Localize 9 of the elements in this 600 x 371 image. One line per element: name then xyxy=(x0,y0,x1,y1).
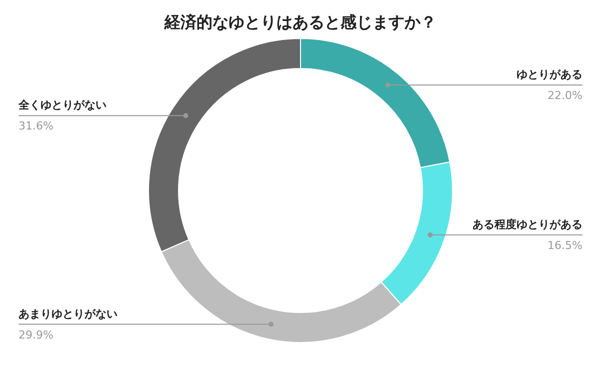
slice-label: 全くゆとりがない xyxy=(18,98,106,112)
data-label: 16.5% xyxy=(548,238,583,252)
data-label: 29.9% xyxy=(18,328,54,342)
slice-label: ゆとりがある xyxy=(516,68,582,81)
data-label: 22.0% xyxy=(548,88,583,102)
chart-title: 経済的なゆとりはあると感じますか？ xyxy=(164,12,436,32)
data-label: 31.6% xyxy=(18,120,54,133)
slice-label: あまりゆとりがない xyxy=(18,307,118,320)
slice-label: ある程度ゆとりがある xyxy=(472,218,582,231)
